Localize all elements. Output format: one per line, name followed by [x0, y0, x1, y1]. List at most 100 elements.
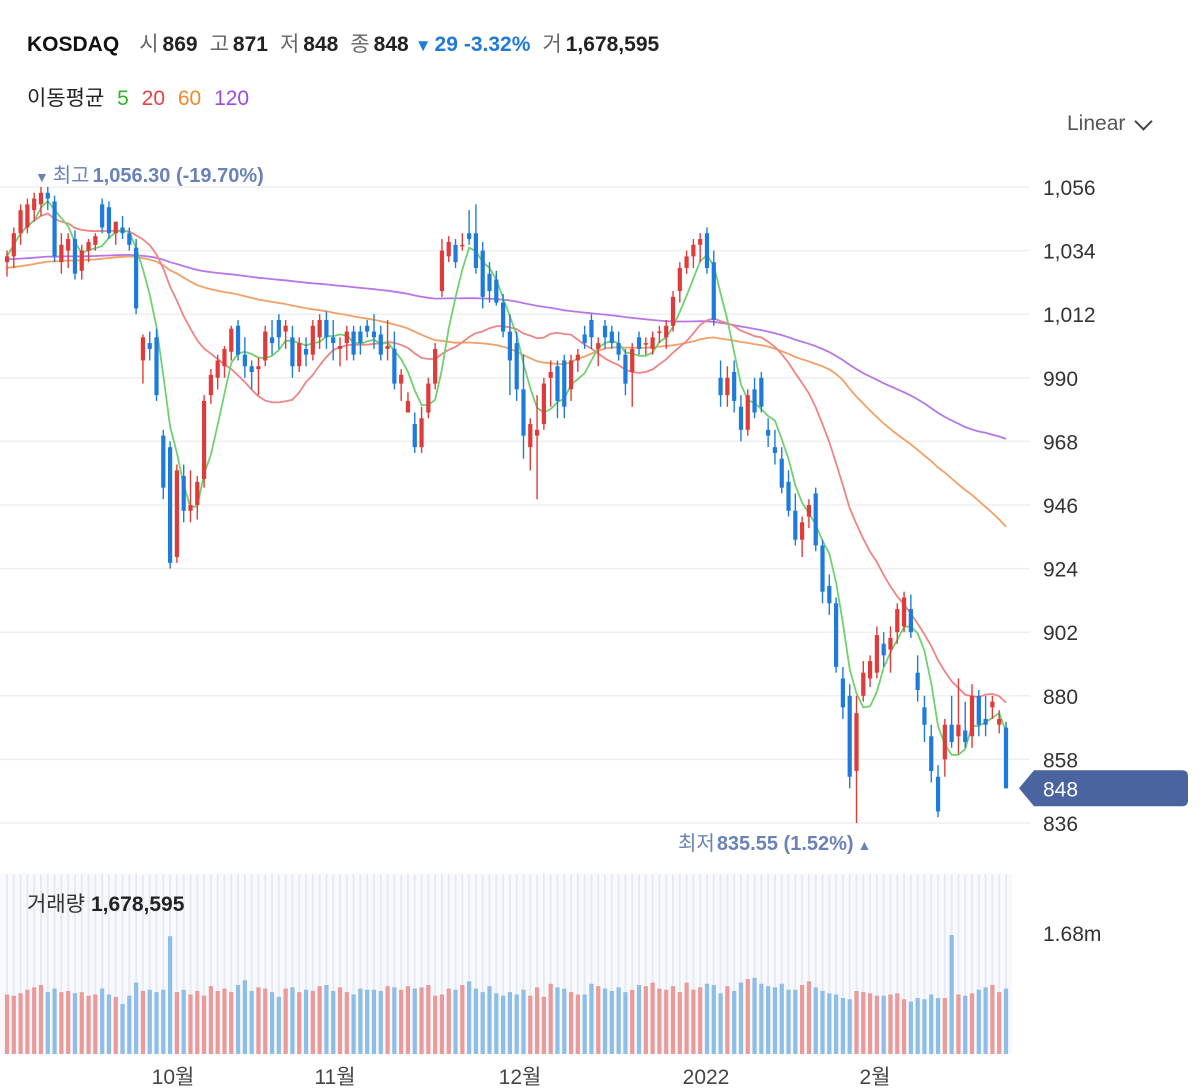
candle-body	[487, 273, 492, 292]
volume-bar	[949, 935, 954, 1054]
high-value: 871	[232, 33, 268, 56]
volume-bar	[650, 982, 655, 1054]
candle-body	[949, 724, 954, 743]
volume-bar	[874, 995, 879, 1054]
volume-bar	[500, 995, 506, 1054]
candle-body	[276, 319, 281, 338]
candle-body	[446, 241, 451, 257]
candle-body	[854, 713, 859, 771]
candle-body	[59, 244, 64, 263]
candle-body	[18, 210, 23, 234]
candle-body	[711, 262, 716, 320]
volume-bar	[779, 983, 784, 1054]
volume-bar	[297, 992, 302, 1054]
volume-value: 1,678,595	[565, 33, 660, 56]
candle-body	[154, 337, 159, 396]
volume-bar	[901, 999, 907, 1054]
candle-body	[371, 331, 377, 338]
candle-body	[664, 325, 669, 338]
volume-bar	[242, 980, 247, 1054]
candle-body	[52, 201, 57, 257]
volume-bar	[276, 996, 281, 1054]
volume-bar	[72, 993, 78, 1054]
volume-bar	[439, 994, 445, 1054]
volume-bar	[793, 989, 798, 1054]
volume-bar	[317, 986, 322, 1054]
volume-bar	[324, 984, 329, 1054]
scale-selector[interactable]: Linear	[1067, 111, 1154, 136]
volume-panel-title: 거래량 1,678,595	[27, 888, 184, 918]
volume-bar	[507, 992, 513, 1054]
volume-bar	[371, 989, 377, 1054]
y-tick-label: 880	[1043, 686, 1078, 709]
volume-bar	[154, 992, 159, 1054]
ma-60-label[interactable]: 60	[177, 87, 202, 110]
candle-body	[242, 354, 247, 367]
candle-body	[983, 718, 988, 725]
volume-bar	[480, 992, 485, 1054]
volume-bar	[283, 988, 288, 1054]
volume-bar	[181, 989, 186, 1054]
y-tick-label: 1,034	[1043, 241, 1096, 264]
candle-body	[670, 296, 676, 326]
volume-bar	[745, 979, 750, 1054]
volume-bar	[412, 988, 417, 1054]
candle-body	[79, 250, 84, 271]
candle-body	[636, 337, 642, 349]
volume-bar	[867, 993, 873, 1054]
candle-body	[324, 319, 329, 338]
volume-bar	[691, 989, 696, 1054]
candle-body	[358, 331, 363, 344]
candle-body	[303, 348, 309, 355]
candle-body	[643, 343, 648, 345]
candle-body	[310, 325, 315, 355]
candle-body	[820, 545, 825, 592]
candle-body	[222, 348, 227, 367]
volume-bar	[385, 986, 390, 1054]
volume-bar	[229, 992, 234, 1054]
volume-bar	[766, 986, 771, 1054]
volume-bar	[861, 992, 866, 1054]
candle-body	[494, 279, 499, 303]
volume-bar	[935, 998, 941, 1054]
candle-body	[541, 383, 546, 425]
candle-body	[507, 331, 513, 361]
candle-body	[840, 678, 846, 708]
close-label: 종	[350, 33, 370, 56]
candle-body	[351, 331, 356, 355]
candle-body	[500, 302, 506, 332]
candle-body	[249, 366, 254, 373]
open-label: 시	[139, 33, 159, 56]
volume-bar	[269, 992, 275, 1054]
candle-body	[548, 372, 553, 378]
candle-body	[385, 346, 390, 349]
candle-body	[718, 377, 723, 396]
current-price-badge	[1019, 770, 1188, 807]
candle-body	[976, 695, 981, 725]
volume-bar	[752, 977, 757, 1054]
candle-body	[888, 637, 893, 650]
volume-bar	[358, 988, 363, 1054]
ma-5-label[interactable]: 5	[117, 87, 129, 110]
volume-bar	[399, 989, 404, 1054]
candle-body	[188, 505, 193, 511]
candle-body	[833, 603, 839, 667]
candle-body	[963, 730, 968, 743]
candle-body	[392, 348, 397, 384]
volume-bar	[997, 992, 1002, 1054]
ma-20-label[interactable]: 20	[141, 87, 166, 110]
volume-bar	[222, 988, 227, 1054]
candle-body	[793, 510, 798, 540]
ma-5-line	[6, 199, 1007, 756]
volume-bar	[922, 999, 927, 1054]
candle-body	[72, 239, 78, 274]
candle-body	[195, 481, 200, 505]
volume-bar	[657, 988, 662, 1054]
volume-bar	[800, 984, 805, 1054]
candle-body	[100, 204, 105, 228]
ma-120-label[interactable]: 120	[214, 87, 250, 110]
candle-body	[208, 374, 213, 396]
x-tick-label: 2월	[860, 1066, 891, 1089]
candle-body	[4, 256, 10, 263]
